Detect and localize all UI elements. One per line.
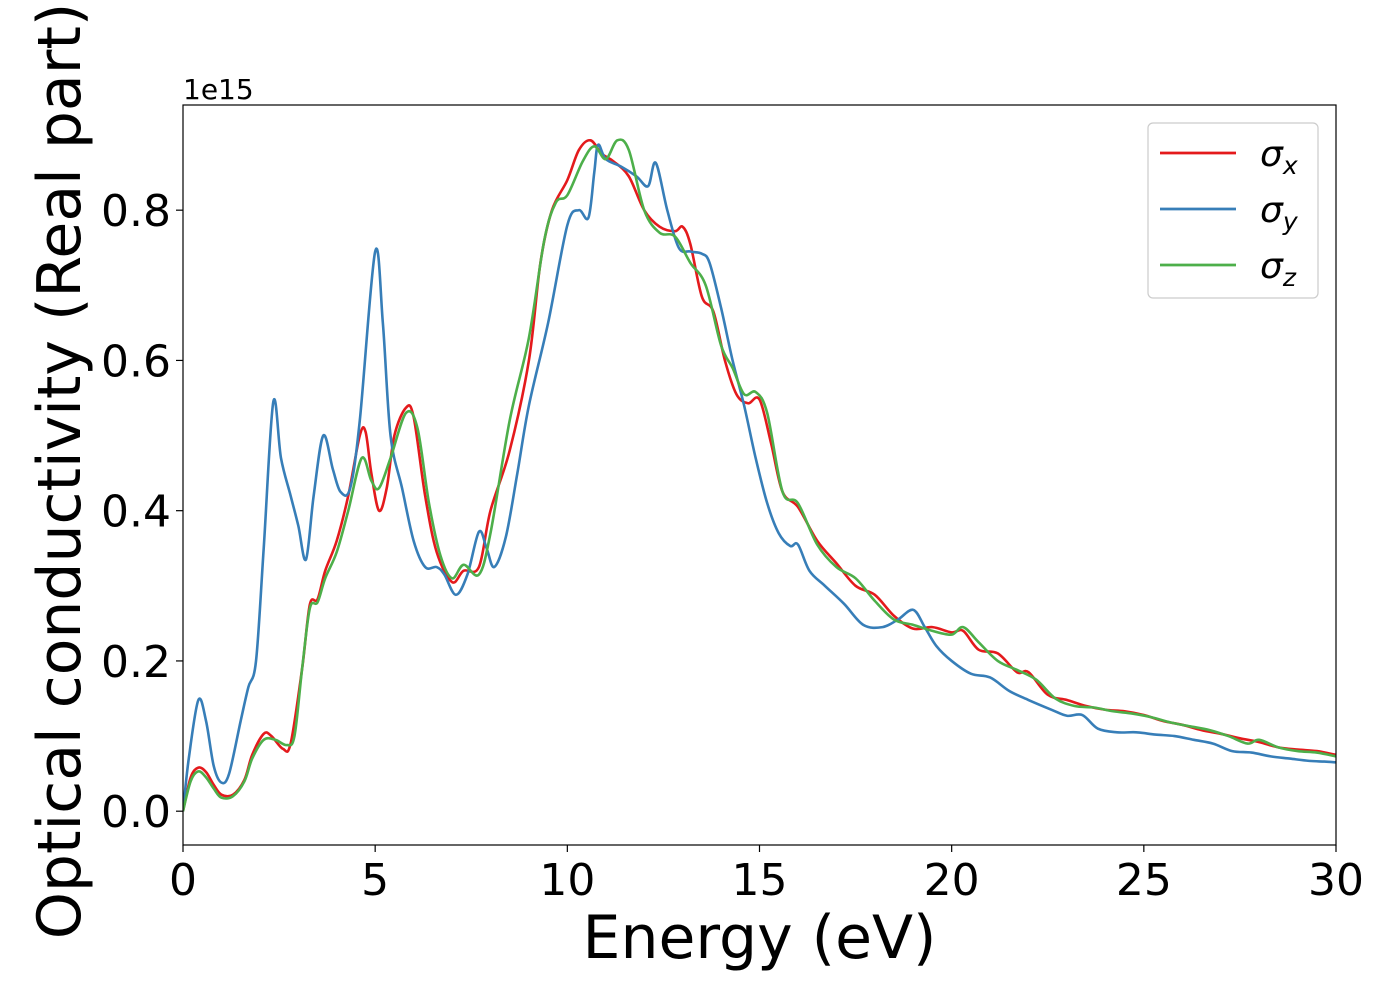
y-tick-label: 0.0: [101, 787, 171, 838]
x-tick-label: 5: [361, 855, 389, 906]
x-tick-label: 0: [169, 855, 197, 906]
y-offset-text: 1e15: [183, 73, 254, 106]
x-axis: 0 5 10 15 20 25 30: [169, 845, 1364, 906]
y-tick-label: 0.6: [101, 336, 171, 387]
x-tick-label: 15: [732, 855, 788, 906]
series-line-y: [183, 143, 1336, 812]
y-axis: 0.0 0.2 0.4 0.6 0.8: [101, 186, 183, 838]
y-tick-label: 0.8: [101, 186, 171, 237]
y-tick-label: 0.2: [101, 637, 171, 688]
legend-label-y: σy: [1260, 190, 1299, 236]
y-axis-title: Optical conductivity (Real part): [25, 3, 95, 940]
series-layer: [183, 138, 1336, 812]
legend-box: [1147, 122, 1319, 299]
x-tick-label: 10: [539, 855, 595, 906]
x-tick-label: 25: [1116, 855, 1172, 906]
x-tick-label: 30: [1308, 855, 1364, 906]
y-tick-label: 0.4: [101, 487, 171, 538]
legend: σx σy σz: [1147, 122, 1319, 299]
x-axis-title: Energy (eV): [583, 903, 937, 973]
legend-label-x: σx: [1260, 134, 1298, 180]
series-line-z: [183, 138, 1336, 812]
x-tick-label: 20: [924, 855, 980, 906]
legend-label-z: σz: [1260, 246, 1297, 292]
